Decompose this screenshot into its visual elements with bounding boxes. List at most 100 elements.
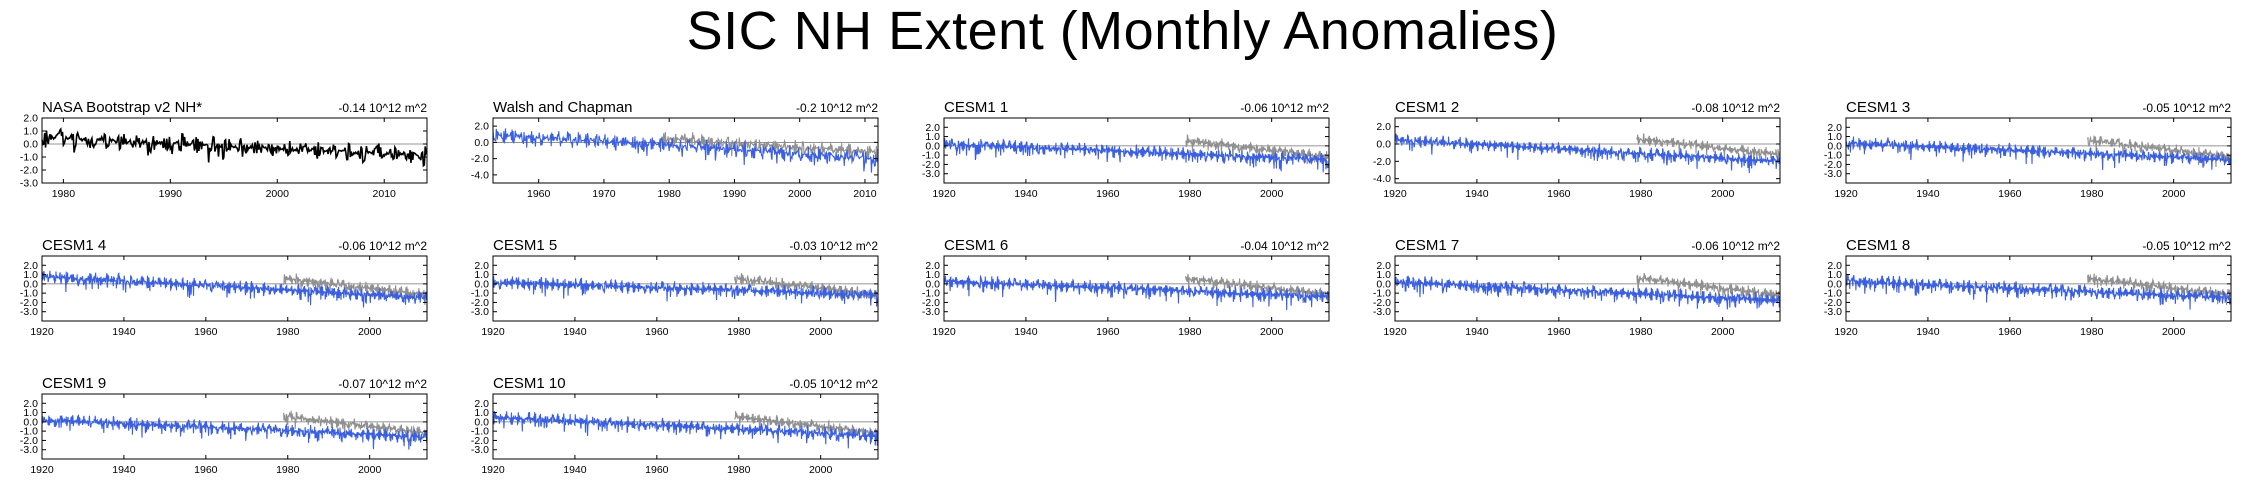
x-tick-label: 2000 bbox=[809, 326, 833, 338]
y-tick-label: -1.0 bbox=[1824, 288, 1842, 300]
x-tick-label: 1920 bbox=[1383, 188, 1407, 200]
y-tick-label: 2.0 bbox=[925, 260, 940, 272]
x-tick-label: 1920 bbox=[481, 464, 505, 476]
y-tick-label: 2.0 bbox=[1376, 121, 1391, 133]
x-tick-label: 1920 bbox=[1383, 326, 1407, 338]
panel-trend-note: -0.07 10^12 m^2 bbox=[338, 377, 427, 391]
y-tick-label: 2.0 bbox=[23, 398, 38, 410]
y-tick-label: 0.0 bbox=[23, 278, 38, 290]
y-tick-label: -1.0 bbox=[922, 288, 940, 300]
x-tick-label: 2000 bbox=[2162, 326, 2186, 338]
plot-frame bbox=[1394, 117, 1781, 184]
x-tick-label: 2010 bbox=[373, 188, 397, 200]
x-tick-label: 1940 bbox=[112, 464, 136, 476]
model-series-line bbox=[943, 275, 1330, 310]
x-tick-label: 1980 bbox=[1178, 188, 1202, 200]
y-tick-label: -3.0 bbox=[1373, 306, 1391, 318]
y-tick-label: 2.0 bbox=[1827, 122, 1842, 134]
y-tick-label: 0.0 bbox=[925, 278, 940, 290]
y-tick-label: -2.0 bbox=[922, 297, 940, 309]
x-tick-label: 2010 bbox=[853, 188, 877, 200]
panel-trend-note: -0.05 10^12 m^2 bbox=[789, 377, 878, 391]
x-tick-label: 1940 bbox=[112, 326, 136, 338]
x-tick-label: 1960 bbox=[1547, 326, 1571, 338]
x-tick-label: 1920 bbox=[932, 326, 956, 338]
model-series-line bbox=[1845, 274, 2232, 310]
x-tick-label: 1940 bbox=[1465, 326, 1489, 338]
y-tick-label: 0.0 bbox=[474, 137, 489, 149]
x-tick-label: 1920 bbox=[30, 326, 54, 338]
y-tick-label: -2.0 bbox=[471, 435, 489, 447]
x-tick-label: 2000 bbox=[788, 188, 812, 200]
panel-trend-note: -0.04 10^12 m^2 bbox=[1240, 239, 1329, 253]
chart-panel: CESM1 10 -0.05 10^12 m^2 1920 1940 1960 1980 2… bbox=[471, 375, 879, 476]
x-tick-label: 1920 bbox=[1834, 188, 1858, 200]
y-tick-label: -1.0 bbox=[20, 152, 38, 164]
chart-panel: CESM1 4 -0.06 10^12 m^2 1920 1940 1960 1980 20… bbox=[20, 237, 428, 338]
panel-title: NASA Bootstrap v2 NH* bbox=[42, 99, 202, 116]
panel-trend-note: -0.06 10^12 m^2 bbox=[1240, 101, 1329, 115]
y-tick-label: 2.0 bbox=[1827, 260, 1842, 272]
y-tick-label: 0.0 bbox=[925, 140, 940, 152]
y-tick-label: -2.0 bbox=[471, 153, 489, 165]
x-tick-label: 2000 bbox=[1260, 326, 1284, 338]
y-tick-label: -1.0 bbox=[20, 288, 38, 300]
y-tick-label: 0.0 bbox=[474, 278, 489, 290]
x-tick-label: 1990 bbox=[159, 188, 183, 200]
plot-frame bbox=[41, 255, 428, 322]
plot-frame bbox=[41, 117, 428, 184]
chart-panel: Walsh and Chapman -0.2 10^12 m^2 1960 1970 1… bbox=[471, 99, 879, 200]
chart-panels: NASA Bootstrap v2 NH* -0.14 10^12 m^2 1980… bbox=[20, 99, 2232, 476]
y-tick-label: -2.0 bbox=[20, 297, 38, 309]
model-series-line bbox=[1394, 275, 1781, 310]
y-tick-label: -1.0 bbox=[1824, 150, 1842, 162]
x-tick-label: 2000 bbox=[2162, 188, 2186, 200]
x-tick-label: 1940 bbox=[1014, 188, 1038, 200]
x-tick-label: 2000 bbox=[1711, 326, 1735, 338]
panel-title: CESM1 9 bbox=[42, 375, 106, 392]
panel-trend-note: -0.05 10^12 m^2 bbox=[2142, 101, 2231, 115]
plot-frame bbox=[943, 255, 1330, 322]
x-tick-label: 2000 bbox=[1260, 188, 1284, 200]
x-tick-label: 1960 bbox=[194, 464, 218, 476]
y-tick-label: 0.0 bbox=[1827, 278, 1842, 290]
x-tick-label: 2000 bbox=[1711, 188, 1735, 200]
x-tick-label: 1960 bbox=[527, 188, 551, 200]
y-tick-label: -3.0 bbox=[1824, 306, 1842, 318]
x-tick-label: 1960 bbox=[1998, 188, 2022, 200]
panel-trend-note: -0.14 10^12 m^2 bbox=[338, 101, 427, 115]
y-tick-label: 1.0 bbox=[1827, 131, 1842, 143]
y-tick-label: -3.0 bbox=[20, 178, 38, 190]
chart-panel: CESM1 7 -0.06 10^12 m^2 1920 1940 1960 1980 20… bbox=[1373, 237, 1781, 338]
plot-frame bbox=[943, 117, 1330, 184]
x-tick-label: 1940 bbox=[1916, 188, 1940, 200]
y-tick-label: -2.0 bbox=[20, 435, 38, 447]
ref-series-line bbox=[734, 411, 879, 442]
y-tick-label: 0.0 bbox=[1376, 139, 1391, 151]
y-tick-label: 0.0 bbox=[474, 416, 489, 428]
x-tick-label: 1980 bbox=[1629, 326, 1653, 338]
y-tick-label: -1.0 bbox=[922, 150, 940, 162]
model-series-line bbox=[1394, 133, 1781, 174]
panel-trend-note: -0.06 10^12 m^2 bbox=[338, 239, 427, 253]
y-tick-label: -3.0 bbox=[922, 306, 940, 318]
panel-title: Walsh and Chapman bbox=[493, 99, 633, 116]
ref-series-line bbox=[283, 410, 428, 442]
y-tick-label: 1.0 bbox=[1827, 269, 1842, 281]
y-tick-label: 1.0 bbox=[925, 269, 940, 281]
panel-trend-note: -0.03 10^12 m^2 bbox=[789, 239, 878, 253]
y-tick-label: -1.0 bbox=[20, 426, 38, 438]
y-tick-label: 1.0 bbox=[23, 407, 38, 419]
y-tick-label: -4.0 bbox=[471, 169, 489, 181]
x-tick-label: 1980 bbox=[52, 188, 76, 200]
y-tick-label: -3.0 bbox=[1824, 168, 1842, 180]
y-tick-label: -3.0 bbox=[20, 306, 38, 318]
x-tick-label: 1940 bbox=[1465, 188, 1489, 200]
plot-frame bbox=[492, 117, 879, 184]
y-tick-label: -2.0 bbox=[20, 165, 38, 177]
chart-panel: CESM1 3 -0.05 10^12 m^2 1920 1940 1960 1980 20… bbox=[1824, 99, 2232, 200]
panel-title: CESM1 10 bbox=[493, 375, 566, 392]
y-tick-label: 0.0 bbox=[23, 139, 38, 151]
ref-series-line bbox=[1636, 133, 1781, 165]
panel-title: CESM1 1 bbox=[944, 99, 1008, 116]
